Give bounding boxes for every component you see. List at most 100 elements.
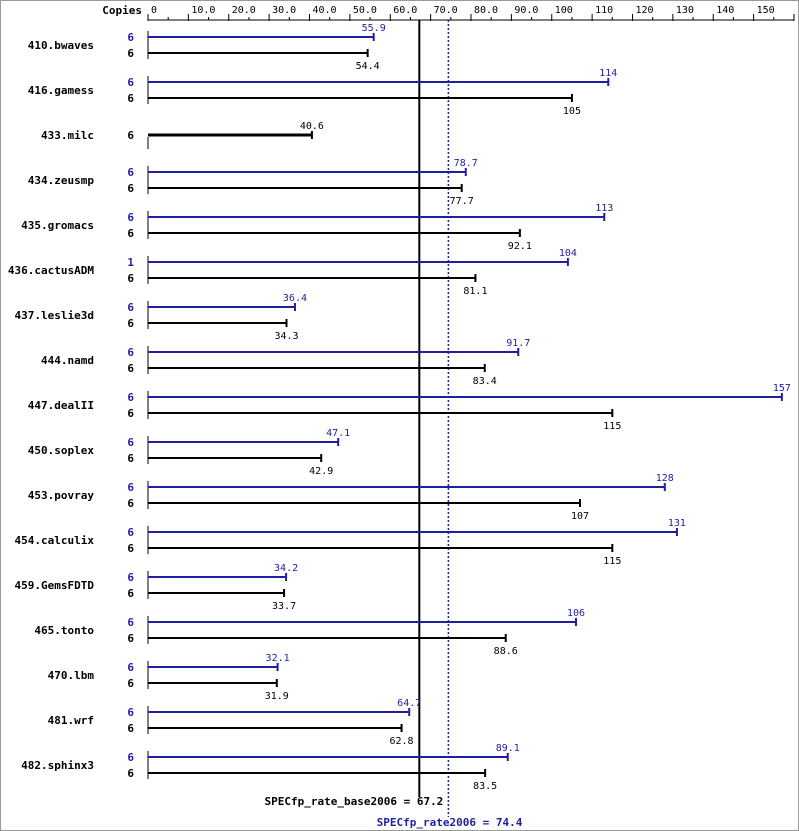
benchmark-row: 447.dealII 6 157 6 115 (28, 383, 791, 432)
benchmark-name: 436.cactusADM (8, 264, 94, 277)
peak-copies: 6 (127, 211, 134, 224)
benchmark-row: 435.gromacs 6 113 6 92.1 (21, 203, 613, 252)
base-copies: 6 (127, 227, 134, 240)
benchmark-name: 453.povray (28, 489, 95, 502)
benchmark-name: 434.zeusmp (28, 174, 95, 187)
peak-value-label: 47.1 (326, 428, 350, 439)
benchmark-row: 482.sphinx3 6 89.1 6 83.5 (21, 743, 520, 792)
x-tick-label: 160 (797, 5, 798, 16)
base-copies: 6 (127, 362, 134, 375)
base-value-label: 115 (603, 421, 621, 432)
peak-copies: 6 (127, 31, 134, 44)
peak-value-label: 34.2 (274, 563, 298, 574)
peak-value-label: 114 (599, 68, 617, 79)
benchmark-name: 410.bwaves (28, 39, 94, 52)
benchmark-name: 459.GemsFDTD (15, 579, 95, 592)
x-tick-label: 20.0 (232, 5, 256, 16)
benchmark-row: 410.bwaves 6 55.9 6 54.4 (28, 23, 386, 72)
x-axis: 0 10.0 20.0 30.0 40.0 50.0 60.0 70.0 80.0 90.0 100… (147, 5, 798, 21)
base-copies: 6 (127, 587, 134, 600)
x-tick-label: 80.0 (474, 5, 498, 16)
benchmark-row: 434.zeusmp 6 78.7 6 77.7 (28, 158, 478, 207)
peak-value-label: 157 (773, 383, 791, 394)
benchmark-name: 447.dealII (28, 399, 94, 412)
benchmark-row: 470.lbm 6 32.1 6 31.9 (48, 653, 290, 702)
peak-copies: 6 (127, 481, 134, 494)
x-tick-label: 130 (676, 5, 694, 16)
peak-copies: 6 (127, 301, 134, 314)
peak-copies: 6 (127, 436, 134, 449)
x-tick-label: 70.0 (434, 5, 458, 16)
base-copies: 6 (127, 182, 134, 195)
base-copies: 6 (127, 497, 134, 510)
base-value-label: 115 (603, 556, 621, 567)
base-copies: 6 (127, 722, 134, 735)
benchmark-row: 444.namd 6 91.7 6 83.4 (41, 338, 530, 387)
base-copies: 6 (127, 272, 134, 285)
benchmark-row: 450.soplex 6 47.1 6 42.9 (28, 428, 350, 477)
benchmark-row: 465.tonto 6 106 6 88.6 (34, 608, 585, 657)
base-value-label: 81.1 (463, 286, 487, 297)
base-value-label: 83.5 (473, 781, 497, 792)
benchmark-name: 465.tonto (34, 624, 94, 637)
x-tick-label: 140 (716, 5, 734, 16)
benchmark-row: 436.cactusADM 1 104 6 81.1 (8, 248, 577, 297)
peak-value-label: 36.4 (283, 293, 307, 304)
peak-copies: 6 (127, 346, 134, 359)
x-tick-label: 0 (151, 5, 157, 16)
base-value-label: 92.1 (508, 241, 532, 252)
benchmark-row: 416.gamess 6 114 6 105 (28, 68, 618, 117)
base-copies: 6 (127, 542, 134, 555)
peak-copies: 6 (127, 661, 134, 674)
peak-copies: 6 (127, 571, 134, 584)
copies-column-header: Copies (102, 4, 142, 17)
base-copies: 6 (127, 452, 134, 465)
benchmark-name: 416.gamess (28, 84, 94, 97)
peak-value-label: 113 (595, 203, 613, 214)
benchmark-name: 433.milc (41, 129, 94, 142)
benchmark-row: 454.calculix 6 131 6 115 (15, 518, 686, 567)
reference-lines (418, 20, 450, 817)
base-value-label: 54.4 (356, 61, 380, 72)
benchmark-row: 459.GemsFDTD 6 34.2 6 33.7 (15, 563, 299, 612)
benchmark-name: 437.leslie3d (15, 309, 94, 322)
peak-copies: 6 (127, 751, 134, 764)
x-tick-label: 110 (595, 5, 613, 16)
peak-copies: 6 (127, 391, 134, 404)
peak-value-label: 64.7 (397, 698, 421, 709)
peak-copies: 6 (127, 616, 134, 629)
base-copies: 6 (127, 632, 134, 645)
benchmark-name: 444.namd (41, 354, 94, 367)
base-value-label: 88.6 (494, 646, 518, 657)
base-value-label: 42.9 (309, 466, 333, 477)
benchmark-row: 481.wrf 6 64.7 6 62.8 (48, 698, 422, 747)
base-value-label: 105 (563, 106, 581, 117)
x-tick-label: 150 (757, 5, 775, 16)
base-value-label: 107 (571, 511, 589, 522)
benchmark-name: 482.sphinx3 (21, 759, 94, 772)
x-tick-label: 60.0 (393, 5, 417, 16)
x-tick-label: 30.0 (272, 5, 296, 16)
benchmark-name: 481.wrf (48, 714, 94, 727)
benchmark-name: 470.lbm (48, 669, 95, 682)
base-value-label: 34.3 (274, 331, 298, 342)
peak-summary-label: SPECfp_rate2006 = 74.4 (377, 816, 523, 829)
peak-value-label: 131 (668, 518, 686, 529)
summary-labels: SPECfp_rate_base2006 = 67.2 SPECfp_rate20… (265, 795, 523, 829)
x-tick-label: 40.0 (313, 5, 337, 16)
base-copies: 6 (127, 92, 134, 105)
peak-copies: 6 (127, 526, 134, 539)
peak-copies: 6 (127, 76, 134, 89)
base-copies: 6 (127, 129, 134, 142)
peak-value-label: 78.7 (454, 158, 478, 169)
benchmark-row: 437.leslie3d 6 36.4 6 34.3 (15, 293, 307, 342)
benchmark-name: 450.soplex (28, 444, 95, 457)
peak-copies: 1 (127, 256, 134, 269)
base-value-label: 77.7 (450, 196, 474, 207)
peak-value-label: 55.9 (362, 23, 386, 34)
benchmark-rows: 410.bwaves 6 55.9 6 54.4 416.gamess 6 114 6 105 43… (8, 23, 791, 792)
base-copies: 6 (127, 317, 134, 330)
peak-value-label: 128 (656, 473, 674, 484)
